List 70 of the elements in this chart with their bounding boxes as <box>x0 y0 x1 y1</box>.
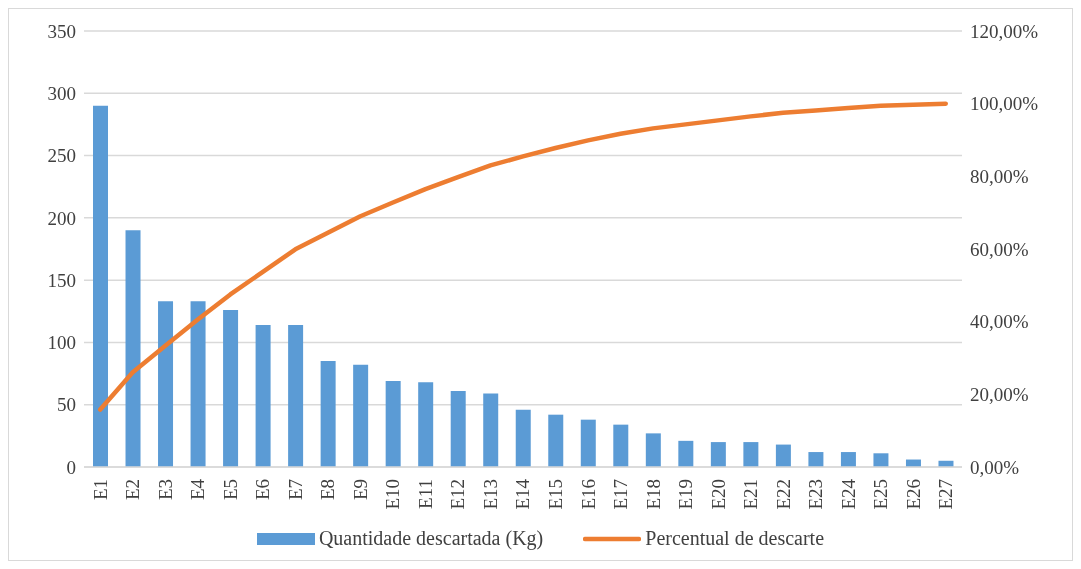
line-series <box>98 101 948 412</box>
x-tick-label: E3 <box>154 479 176 501</box>
y-tick-label: 200 <box>47 207 76 229</box>
bar <box>418 382 434 467</box>
bar <box>223 310 239 467</box>
x-tick-label: E21 <box>740 479 762 510</box>
x-tick-label: E16 <box>577 479 599 510</box>
bar <box>580 419 596 467</box>
x-tick-label: E24 <box>837 478 859 510</box>
y2-tick-label: 0,00% <box>970 456 1020 478</box>
x-tick-label: E22 <box>772 479 794 510</box>
bar <box>808 452 824 467</box>
y2-tick-label: 120,00% <box>970 20 1039 42</box>
bar <box>678 440 694 467</box>
x-tick-label: E1 <box>89 479 111 501</box>
bar <box>125 230 141 467</box>
bar <box>320 361 336 467</box>
y-tick-label: 250 <box>47 145 76 167</box>
y2-tick-label: 40,00% <box>970 311 1029 333</box>
x-tick-label: E20 <box>707 479 729 510</box>
bar <box>645 433 661 467</box>
y-tick-label: 350 <box>47 20 76 42</box>
x-tick-label: E5 <box>219 479 241 501</box>
legend-label: Quantidade descartada (Kg) <box>318 527 544 550</box>
x-tick-label: E17 <box>610 479 632 510</box>
x-tick-label: E9 <box>349 479 371 501</box>
x-tick-label: E18 <box>642 479 664 510</box>
bar <box>93 105 108 467</box>
bar <box>385 381 401 467</box>
bar <box>775 444 791 467</box>
x-tick-label: E23 <box>805 479 827 510</box>
y-tick-label: 100 <box>47 332 76 354</box>
x-tick-label: E8 <box>317 479 339 501</box>
x-tick-label: E10 <box>382 479 404 510</box>
bar <box>873 453 889 467</box>
bar <box>483 393 499 467</box>
y2-tick-label: 80,00% <box>970 166 1029 188</box>
x-tick-label: E25 <box>870 479 892 510</box>
y-tick-label: 50 <box>57 394 76 416</box>
x-tick-label: E7 <box>284 479 306 501</box>
x-tick-label: E2 <box>122 479 144 501</box>
bar <box>255 324 271 467</box>
x-tick-label: E19 <box>675 479 697 510</box>
x-tick-label: E14 <box>512 478 534 510</box>
y2-tick-label: 60,00% <box>970 238 1029 260</box>
y2-tick-label: 20,00% <box>970 384 1029 406</box>
y-tick-label: 150 <box>47 269 76 291</box>
bar <box>353 364 369 467</box>
x-tick-label: E11 <box>414 479 436 509</box>
bar <box>710 442 726 467</box>
legend-label: Percentual de descarte <box>645 527 825 550</box>
bar <box>548 414 564 467</box>
x-tick-label: E12 <box>447 479 469 510</box>
y-tick-label: 0 <box>66 456 76 478</box>
bar <box>840 452 856 467</box>
x-tick-label: E15 <box>545 479 567 510</box>
x-tick-label: E4 <box>187 478 209 501</box>
bar <box>515 409 531 467</box>
y-tick-label: 300 <box>47 83 76 105</box>
x-tick-label: E13 <box>479 479 501 510</box>
bar <box>450 391 466 467</box>
bar <box>158 301 174 467</box>
x-tick-label: E6 <box>252 479 274 501</box>
bar <box>743 442 759 467</box>
x-tick-label: E26 <box>902 479 924 510</box>
bar <box>288 324 304 467</box>
x-tick-label: E27 <box>935 479 957 510</box>
y2-tick-label: 100,00% <box>970 93 1039 115</box>
bar <box>613 424 629 467</box>
bar <box>190 301 206 467</box>
